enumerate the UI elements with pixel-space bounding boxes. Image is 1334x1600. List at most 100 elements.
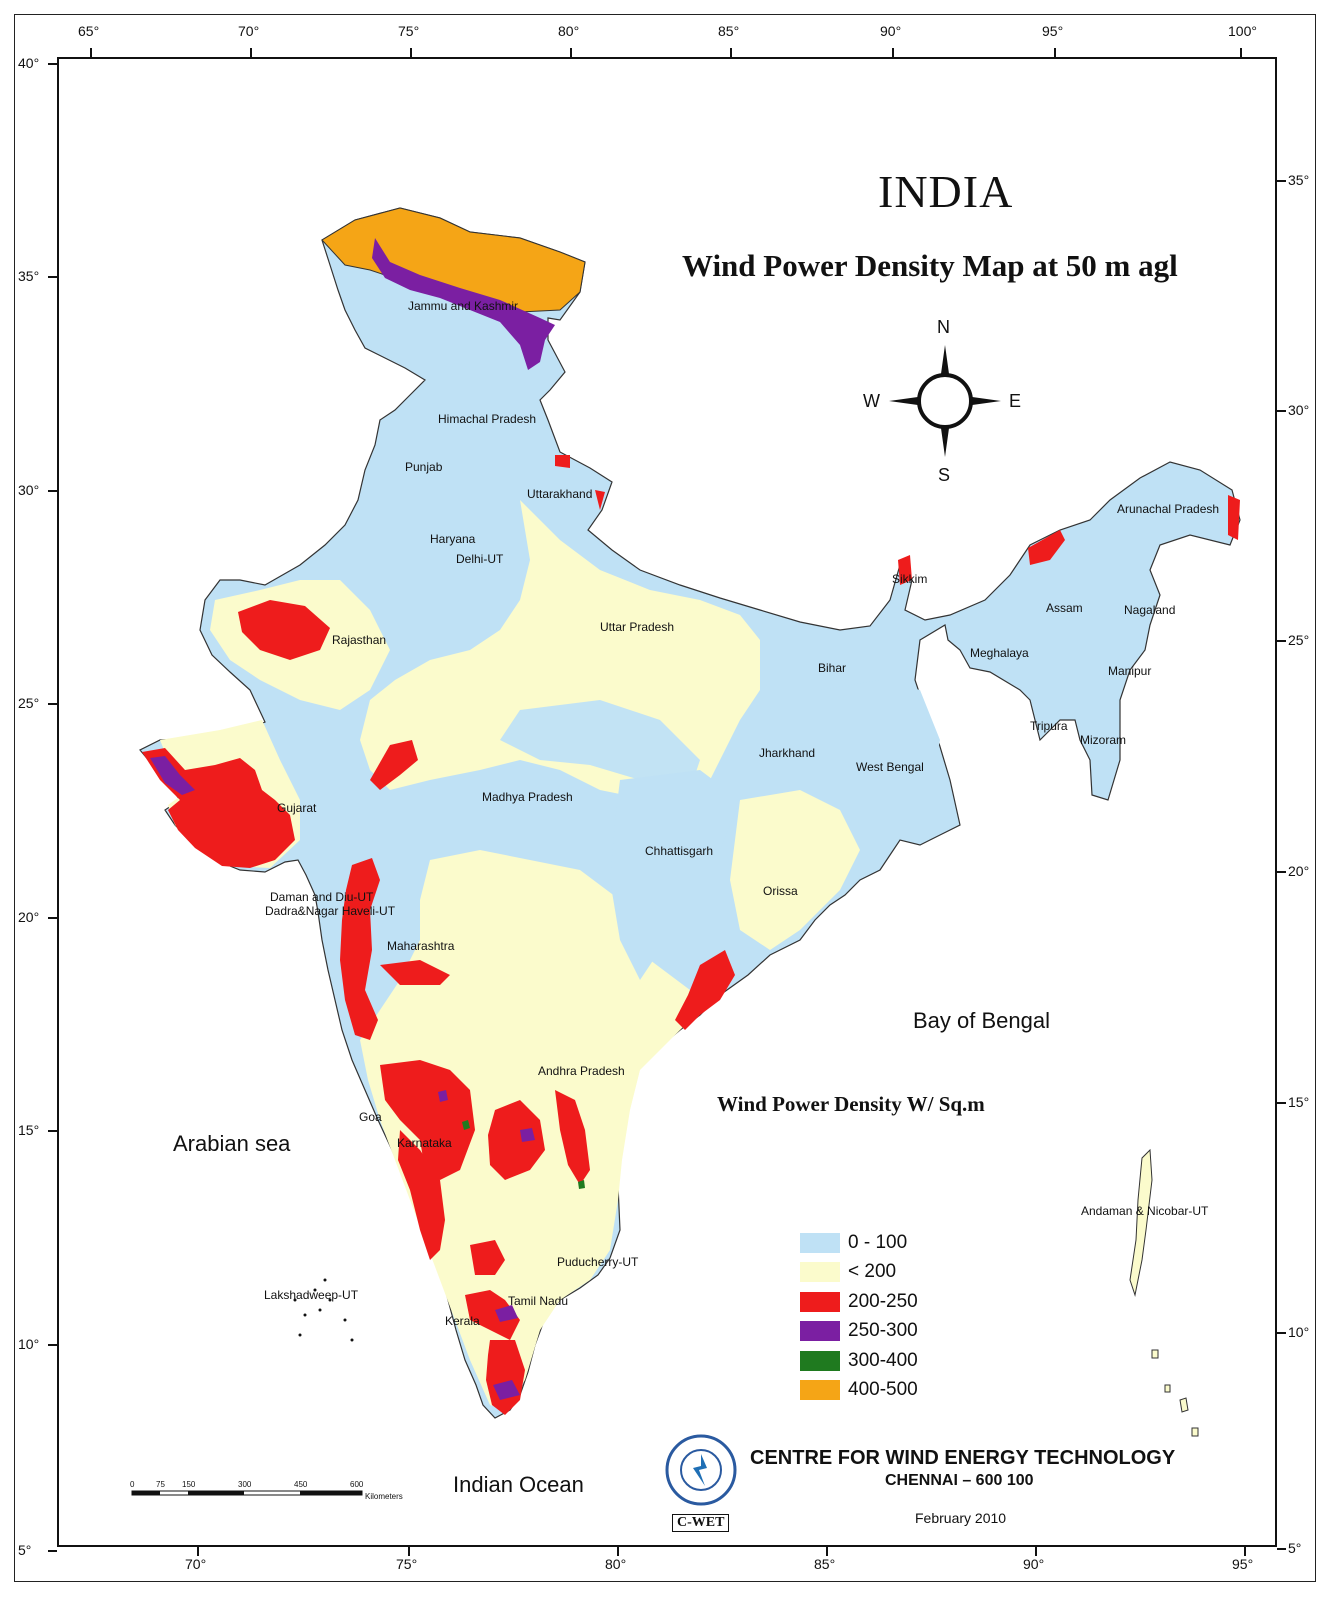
left-latitude-label: 10° — [18, 1336, 40, 1352]
zone-200-250-tn-mid — [470, 1240, 505, 1275]
graticule-tick — [1277, 640, 1286, 642]
graticule-tick — [48, 276, 57, 278]
zone-200-250-karnataka — [380, 1060, 475, 1180]
top-longitude-label: 85° — [718, 23, 740, 39]
graticule-tick — [1240, 48, 1242, 57]
legend-swatch — [800, 1380, 840, 1401]
right-latitude-label: 20° — [1288, 863, 1310, 879]
legend-swatch — [800, 1262, 840, 1283]
state-label: Arunachal Pradesh — [1117, 502, 1220, 516]
zone-200-250-tn — [465, 1290, 520, 1340]
graticule-tick — [48, 490, 57, 492]
state-label: Orissa — [763, 884, 798, 898]
nicobar-islands — [1151, 1349, 1199, 1437]
scale-tick-label: 75 — [156, 1480, 165, 1489]
graticule-tick — [1277, 1102, 1286, 1104]
state-label: Puducherry-UT — [557, 1255, 639, 1269]
graticule-tick — [90, 48, 92, 57]
legend: 0 - 100 < 200 200-250 250-300 300-400 400-500 — [800, 1228, 918, 1405]
right-latitude-label: 5° — [1288, 1540, 1302, 1556]
compass-north-label: N — [937, 317, 950, 337]
state-label: Rajasthan — [332, 633, 387, 647]
indian-ocean-label: Indian Ocean — [453, 1472, 584, 1497]
state-label: Delhi-UT — [456, 552, 504, 566]
top-longitude-label: 80° — [558, 23, 580, 39]
zone-0-100-wb — [820, 680, 940, 820]
state-label: Goa — [359, 1110, 382, 1124]
legend-label: 200-250 — [848, 1290, 918, 1312]
state-label: Tripura — [1030, 719, 1068, 733]
state-label: Madhya Pradesh — [482, 790, 573, 804]
state-label: Nagaland — [1124, 603, 1176, 617]
map-subtitle: Wind Power Density Map at 50 m agl — [682, 248, 1178, 283]
zone-200-250-ap-coast — [675, 950, 735, 1030]
state-label: Himachal Pradesh — [438, 412, 537, 426]
zone-lt200-orissa — [730, 790, 860, 950]
graticule-tick — [197, 1547, 199, 1556]
zone-250-300-kashmir — [372, 238, 555, 370]
legend-label: 250-300 — [848, 1320, 918, 1342]
logo-text: C-WET — [672, 1514, 730, 1532]
right-latitude-label: 35° — [1288, 172, 1310, 188]
zone-200-250-uttarakhand — [555, 455, 605, 510]
legend-label: 300-400 — [848, 1349, 918, 1371]
graticule-tick — [570, 48, 572, 57]
right-latitude-label: 30° — [1288, 402, 1310, 418]
outer-border — [14, 14, 1316, 1582]
graticule-tick — [1277, 1548, 1286, 1550]
graticule-tick — [826, 1547, 828, 1556]
state-label: Maharashtra — [387, 939, 455, 953]
map-frame — [57, 57, 1277, 1547]
legend-label: < 200 — [848, 1261, 897, 1283]
bay-of-bengal-label: Bay of Bengal — [913, 1008, 1050, 1033]
graticule-tick — [48, 63, 57, 65]
zone-250-300-tn-south — [493, 1380, 520, 1400]
legend-swatch — [800, 1232, 840, 1253]
legend-swatch — [800, 1291, 840, 1312]
state-label: Lakshadweep-UT — [264, 1288, 359, 1302]
scale-tick-label: 0 — [130, 1480, 135, 1489]
bottom-longitude-label: 85° — [814, 1556, 836, 1572]
legend-row: 400-500 — [800, 1376, 918, 1406]
bottom-longitude-label: 90° — [1023, 1556, 1045, 1572]
state-label: Tamil Nadu — [508, 1294, 569, 1308]
top-longitude-label: 100° — [1228, 23, 1257, 39]
left-latitude-label: 40° — [18, 55, 40, 71]
state-label: Assam — [1046, 601, 1083, 615]
graticule-tick — [1277, 871, 1286, 873]
zone-250-300-tn — [495, 1305, 518, 1322]
graticule-tick — [730, 48, 732, 57]
state-label: Mizoram — [1080, 733, 1127, 747]
legend-title: Wind Power Density W/ Sq.m — [717, 1092, 985, 1116]
top-longitude-label: 90° — [880, 23, 902, 39]
zone-200-250-mp-west — [370, 740, 418, 790]
zone-200-250-rajasthan — [238, 600, 330, 660]
org-name: CENTRE FOR WIND ENERGY TECHNOLOGY — [750, 1447, 1176, 1469]
graticule-tick — [410, 48, 412, 57]
state-label: Jammu and Kashmir — [408, 299, 519, 313]
state-label: Daman and Diu-UT — [270, 890, 374, 904]
bottom-longitude-label: 70° — [185, 1556, 207, 1572]
graticule-tick — [48, 1550, 57, 1552]
state-label: Uttarakhand — [527, 487, 593, 501]
right-latitude-label: 15° — [1288, 1094, 1310, 1110]
zone-200-250-andhra — [488, 1100, 545, 1180]
top-longitude-label: 95° — [1042, 23, 1064, 39]
zone-250-300-karnataka — [438, 1090, 448, 1102]
zone-0-100-central — [500, 700, 700, 790]
state-label: Kerala — [445, 1314, 480, 1328]
map-title: INDIA — [878, 166, 1014, 217]
legend-label: 0 - 100 — [848, 1231, 908, 1253]
left-latitude-label: 30° — [18, 482, 40, 498]
state-label: Uttar Pradesh — [600, 620, 675, 634]
zone-200-250-karnataka-west — [398, 1130, 445, 1260]
state-label: Sikkim — [892, 572, 928, 586]
zone-0-100-east — [610, 770, 740, 980]
state-label: Dadra&Nagar Haveli-UT — [265, 904, 396, 918]
legend-row: 200-250 — [800, 1287, 918, 1317]
graticule-tick — [1277, 1332, 1286, 1334]
top-longitude-label: 65° — [78, 23, 100, 39]
legend-row: < 200 — [800, 1258, 918, 1288]
